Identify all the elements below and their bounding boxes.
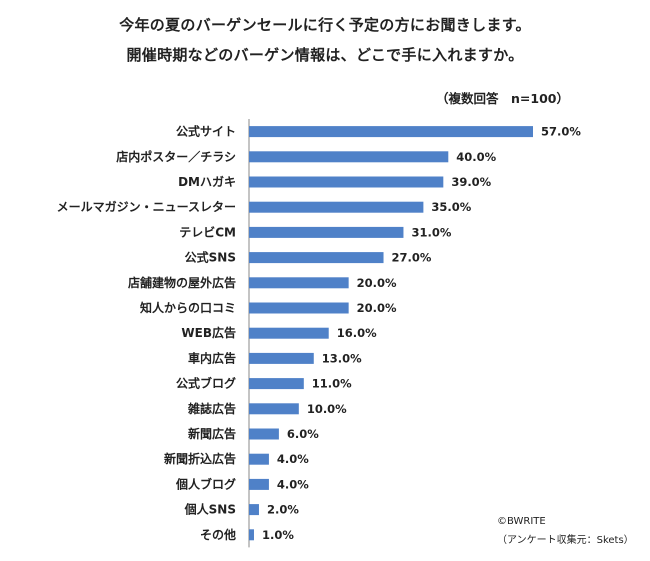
bar (249, 378, 304, 390)
data-label: 4.0% (277, 452, 309, 466)
chart-subtitle: （複数回答 n=100） (436, 91, 569, 106)
category-label: メールマガジン・ニュースレター (57, 199, 236, 214)
bar (249, 176, 444, 188)
category-label: 個人SNS (184, 502, 236, 517)
bar (249, 252, 384, 264)
category-label: 公式サイト (176, 124, 236, 139)
data-label: 11.0% (312, 377, 352, 391)
bar (249, 428, 279, 440)
bar (249, 327, 329, 339)
chart-title-line-1: 今年の夏のバーゲンセールに行く予定の方にお聞きします。 (119, 16, 531, 34)
data-label: 2.0% (267, 503, 299, 517)
category-label: 新聞広告 (188, 426, 236, 441)
data-label: 31.0% (411, 225, 451, 239)
chart-title-line-2: 開催時期などのバーゲン情報は、どこで手に入れますか。 (126, 46, 524, 64)
source-text: （アンケート収集元：Skets） (497, 535, 634, 546)
data-label: 10.0% (307, 402, 347, 416)
bar (249, 529, 254, 541)
bar (249, 151, 449, 163)
data-label: 13.0% (322, 351, 362, 365)
bar (249, 453, 269, 465)
bar (249, 226, 404, 238)
data-label: 40.0% (456, 150, 496, 164)
category-label: DMハガキ (178, 174, 236, 189)
chart-credit: ©BWRITE （アンケート収集元：Skets） (497, 512, 634, 550)
category-label: その他 (200, 527, 236, 542)
bar (249, 504, 259, 516)
data-label: 6.0% (287, 427, 319, 441)
data-label: 16.0% (337, 326, 377, 340)
category-label: 店内ポスター／チラシ (116, 149, 236, 164)
category-label: 個人ブログ (175, 476, 236, 491)
data-label: 39.0% (451, 175, 491, 189)
bar (249, 352, 314, 364)
category-label: 店舗建物の屋外広告 (128, 275, 236, 290)
category-label: テレビCM (179, 224, 236, 239)
data-label: 20.0% (357, 301, 397, 315)
data-label: 27.0% (392, 251, 432, 265)
data-label: 1.0% (262, 528, 294, 542)
data-label: 4.0% (277, 477, 309, 491)
bar (249, 478, 269, 490)
data-label: 20.0% (357, 276, 397, 290)
category-label: 公式SNS (185, 250, 236, 265)
bar (249, 277, 349, 289)
category-label: 公式ブログ (176, 376, 236, 391)
bar (249, 126, 533, 138)
bar (249, 201, 424, 213)
category-label: 雑誌広告 (187, 401, 236, 416)
copyright-text: ©BWRITE (497, 516, 546, 527)
data-label: 35.0% (431, 200, 471, 214)
category-label: 車内広告 (188, 350, 236, 365)
category-label: 知人からの口コミ (139, 300, 236, 315)
bar (249, 403, 299, 415)
data-label: 57.0% (541, 125, 581, 139)
bar (249, 302, 349, 314)
category-label: WEB広告 (181, 325, 236, 340)
category-label: 新聞折込広告 (164, 451, 236, 466)
